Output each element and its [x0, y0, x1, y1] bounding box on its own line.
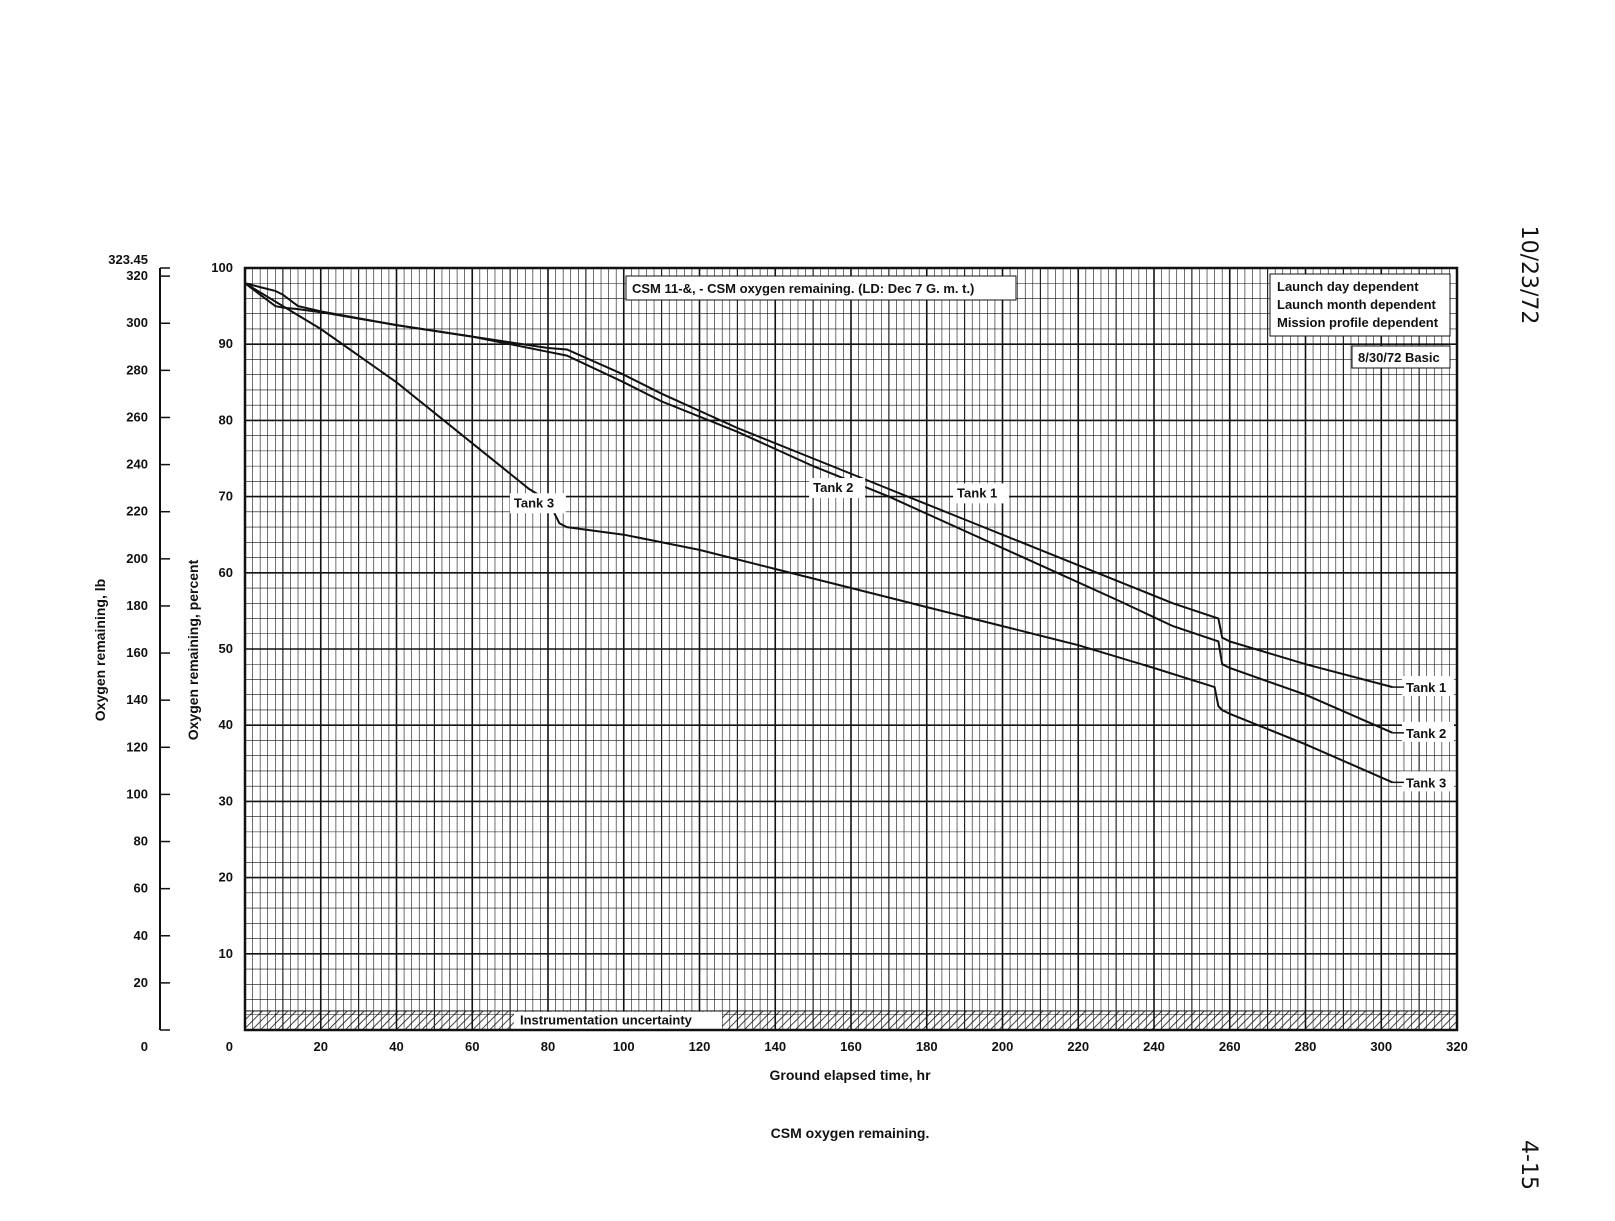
lb-tick-label: 60 [134, 881, 148, 896]
lb-tick-label: 40 [134, 928, 148, 943]
time-tick-label: 280 [1295, 1039, 1317, 1054]
end-label-background [1402, 721, 1454, 742]
time-tick-label: 100 [613, 1039, 635, 1054]
lb-tick-label: 100 [126, 786, 148, 801]
percent-tick-label: 10 [219, 946, 233, 961]
uncertainty-label: Instrumentation uncertainty [520, 1013, 693, 1028]
time-tick-label: 160 [840, 1039, 862, 1054]
time-tick-label: 140 [764, 1039, 786, 1054]
lb-tick-label: 240 [126, 457, 148, 472]
time-tick-label: 200 [992, 1039, 1014, 1054]
percent-tick-label: 80 [219, 412, 233, 427]
figure-caption: CSM oxygen remaining. [771, 1125, 930, 1141]
inline-label-tank-3: Tank 3 [514, 495, 554, 510]
lb-tick-label: 0 [141, 1039, 148, 1054]
percent-tick-label: 30 [219, 793, 233, 808]
percent-axis-ticks: 10 20 30 40 50 60 70 80 90 100 0 [211, 260, 233, 1054]
percent-tick-label: 70 [219, 489, 233, 504]
percent-tick-label: 40 [219, 717, 233, 732]
plot-frame [243, 266, 1459, 1032]
percent-tick-label: 100 [211, 260, 233, 275]
lb-tick-label: 140 [126, 692, 148, 707]
time-tick-label: 240 [1143, 1039, 1165, 1054]
series-line-tank-1 [244, 282, 1393, 689]
end-label-background [1402, 771, 1454, 792]
inline-label-background [809, 478, 866, 499]
lb-tick-label: 20 [134, 975, 148, 990]
x-axis-title: Ground elapsed time, hr [769, 1067, 931, 1083]
time-tick-label: 80 [541, 1039, 555, 1054]
time-tick-label: 120 [689, 1039, 711, 1054]
series-line-tank-3 [244, 282, 1394, 784]
lb-axis-title: Oxygen remaining, lb [92, 579, 108, 721]
percent-tick-label: 20 [219, 870, 233, 885]
lb-tick-label: 260 [126, 409, 148, 424]
lb-tick-label: 80 [134, 834, 148, 849]
lb-tick-label: 120 [126, 739, 148, 754]
chart-title-box [625, 275, 1017, 301]
time-tick-label: 260 [1219, 1039, 1241, 1054]
time-tick-label: 300 [1370, 1039, 1392, 1054]
lb-tick-label: 323.45 [108, 252, 148, 267]
inline-label-background [953, 483, 1010, 504]
series-lines [244, 282, 1394, 784]
end-label-tank-3: Tank 3 [1406, 775, 1446, 790]
legend-launch-month: Launch month dependent [1277, 297, 1437, 312]
dependency-legend-box [1269, 273, 1451, 337]
page-number: 4-15 [1516, 1140, 1541, 1190]
end-label-tank-1: Tank 1 [1406, 680, 1446, 695]
time-tick-label: 20 [314, 1039, 328, 1054]
major-grid [244, 267, 1458, 1031]
lb-tick-label: 200 [126, 551, 148, 566]
time-tick-label: 40 [389, 1039, 403, 1054]
side-date: 10/23/72 [1516, 226, 1541, 325]
percent-tick-label: 90 [219, 336, 233, 351]
lb-tick-label: 180 [126, 598, 148, 613]
lb-tick-label: 280 [126, 362, 148, 377]
lb-axis-ticks: 0 20 40 60 80 100 120 140 160 180 200 220 240 260 280 3… [108, 252, 170, 1054]
legend-mission-profile: Mission profile dependent [1277, 315, 1439, 330]
end-label-tank-2: Tank 2 [1406, 726, 1446, 741]
legend-launch-day: Launch day dependent [1277, 279, 1419, 294]
percent-tick-label: 50 [219, 641, 233, 656]
end-label-background [1402, 676, 1454, 697]
end-series-labels: Tank 1 Tank 2 Tank 3 [1392, 676, 1454, 792]
percent-axis-title: Oxygen remaining, percent [185, 559, 201, 740]
percent-tick-label-zero: 0 [226, 1039, 233, 1054]
basic-label: 8/30/72 Basic [1358, 350, 1440, 365]
inline-series-labels: Tank 3 Tank 2 Tank 1 [509, 478, 1010, 514]
lb-tick-label: 320 [126, 268, 148, 283]
time-tick-label: 320 [1446, 1039, 1468, 1054]
percent-tick-label: 60 [219, 565, 233, 580]
lb-tick-label: 220 [126, 504, 148, 519]
time-tick-label: 220 [1067, 1039, 1089, 1054]
series-line-tank-2 [244, 282, 1394, 734]
inline-label-tank-2: Tank 2 [813, 480, 853, 495]
chart-title: CSM 11-&, - CSM oxygen remaining. (LD: D… [632, 281, 974, 296]
lb-tick-label: 300 [126, 315, 148, 330]
inline-label-background [509, 493, 566, 514]
uncertainty-band [244, 1010, 1458, 1031]
time-tick-label: 180 [916, 1039, 938, 1054]
time-axis-ticks: 20 40 60 80 100 120 140 160 180 200 220 240 260 280 30… [314, 1039, 1468, 1054]
uncertainty-label-background [514, 1011, 722, 1030]
lb-tick-label: 160 [126, 645, 148, 660]
time-tick-label: 60 [465, 1039, 479, 1054]
inline-label-tank-1: Tank 1 [957, 485, 997, 500]
basic-label-box [1351, 345, 1451, 369]
